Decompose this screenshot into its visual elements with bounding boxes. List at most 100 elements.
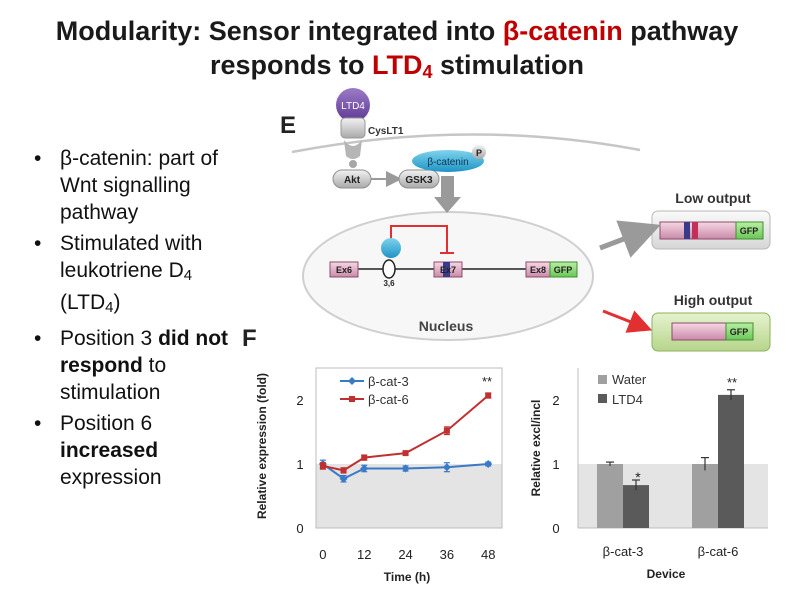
line-x-label: Time (h) <box>384 570 430 584</box>
line-significance: ** <box>482 374 492 389</box>
bullet-subscript: 4 <box>183 267 193 284</box>
receptor-label: CysLT1 <box>368 126 404 137</box>
title-highlight: β-catenin <box>502 16 623 46</box>
bar-category-label: β-cat-3 <box>603 544 644 559</box>
gsk3-node <box>398 169 440 189</box>
cell-membrane <box>291 133 641 154</box>
line-point-series2 <box>319 462 326 469</box>
low-output-label: Low output <box>675 190 751 206</box>
site-label: 3,6 <box>383 279 395 288</box>
receptor-tip <box>349 160 357 168</box>
legend-label-series2: β-cat-6 <box>368 392 409 407</box>
baseline-band <box>316 464 502 528</box>
bar-x-label: Device <box>647 567 686 581</box>
beta-catenin-node <box>412 150 484 172</box>
bullet-bold: did not respond <box>60 327 229 377</box>
line-series-1 <box>322 463 489 480</box>
line-point-series2 <box>402 450 409 457</box>
bar-bars: β-cat-3 β-cat-6 <box>597 389 744 559</box>
exon7-label: Ex7 <box>440 265 456 275</box>
high-gfp-box <box>725 322 754 341</box>
line-plot-frame <box>315 367 503 529</box>
low-exon-marker-2 <box>692 222 698 239</box>
phospho-label: P <box>476 148 482 158</box>
title-text: responds to <box>209 50 372 80</box>
bullet-bold: increased <box>60 439 159 462</box>
bullet-list: β-catenin: part of Wnt signalling pathwa… <box>30 145 250 495</box>
low-gfp-label: GFP <box>740 226 759 236</box>
low-exon-marker <box>684 222 690 239</box>
beta-catenin-label: β-catenin <box>427 157 468 168</box>
exon6-label: Ex6 <box>336 265 352 275</box>
panel-f-letter: F <box>242 325 257 352</box>
legend-marker-series2 <box>349 396 355 402</box>
high-output-arrow <box>602 309 653 333</box>
regulation-line <box>390 225 448 253</box>
receptor-tail <box>344 140 362 159</box>
bar-y-tick-label: 0 <box>552 521 559 536</box>
low-gfp-box <box>735 221 764 240</box>
title-text: Modularity: Sensor integrated into <box>55 16 503 46</box>
bar-category-label: β-cat-6 <box>698 544 739 559</box>
akt-label: Akt <box>344 175 361 186</box>
line-series-2 <box>322 394 489 472</box>
title-text: stimulation <box>432 50 585 80</box>
line-point-series1 <box>339 474 348 483</box>
gfp-box <box>549 261 578 278</box>
legend-label-series1: β-cat-3 <box>368 374 409 389</box>
line-point-series1 <box>401 464 410 473</box>
bullet-text: ) <box>113 291 121 314</box>
exon8-label: Ex8 <box>530 265 546 275</box>
bullet-text: (LTD <box>60 291 106 314</box>
legend-swatch-water <box>598 375 607 384</box>
title-text: pathway <box>622 16 739 46</box>
exon6-box <box>329 261 359 278</box>
line-chart: Relative expression (fold) Time (h) 012 … <box>255 367 503 584</box>
bar-ltd4 <box>718 394 744 528</box>
title-line-2: responds to LTD4 stimulation <box>0 48 794 89</box>
aptamer-site <box>382 259 396 279</box>
gfp-label: GFP <box>554 265 573 275</box>
title-subscript: 4 <box>422 62 433 82</box>
title-ltd: LTD <box>372 50 423 80</box>
line-x-tick-label: 12 <box>357 547 371 562</box>
legend-label-ltd4: LTD4 <box>612 392 643 407</box>
bar-legend: Water LTD4 <box>598 372 647 407</box>
line-y-tick-label: 1 <box>296 457 303 472</box>
line-point-series1 <box>360 464 369 473</box>
line-y-ticks: 0 1 2 <box>296 393 303 536</box>
bullet-item: Stimulated with leukotriene D4 (LTD4) <box>30 230 250 321</box>
line-point-series2 <box>485 392 492 399</box>
line-point-series2 <box>443 427 450 434</box>
line-x-tick-label: 24 <box>398 547 412 562</box>
line-x-tick-label: 48 <box>481 547 495 562</box>
line-point-series1 <box>442 463 451 472</box>
bullet-item: β-catenin: part of Wnt signalling pathwa… <box>30 145 250 226</box>
ltd4-ligand-icon <box>336 88 370 122</box>
line-x-tick-label: 0 <box>319 547 326 562</box>
receptor-icon: LTD4 <box>336 88 370 168</box>
low-output-arrow <box>599 220 661 258</box>
bullet-text: expression <box>60 466 162 489</box>
bullet-subscript: 4 <box>105 299 114 316</box>
legend-marker-series1 <box>348 377 356 385</box>
line-point-series2 <box>340 467 347 474</box>
import-arrow-shaft <box>441 176 454 198</box>
legend-label-water: Water <box>612 372 647 387</box>
bullet-item: Position 3 did not respond to stimulatio… <box>30 325 250 406</box>
line-point-series1 <box>484 460 493 468</box>
import-arrow-head <box>434 197 461 213</box>
line-series <box>318 392 493 483</box>
exon7-marker <box>443 262 450 277</box>
line-y-tick-label: 0 <box>296 521 303 536</box>
slide-title: Modularity: Sensor integrated into β-cat… <box>0 14 794 89</box>
line-y-tick-label: 2 <box>296 393 303 408</box>
ltd4-label: LTD4 <box>341 101 365 112</box>
bar-water <box>692 464 718 528</box>
bar-significance-left: * <box>635 469 641 485</box>
bullet-text: to stimulation <box>60 354 167 404</box>
bullet-text: Position 6 <box>60 412 153 435</box>
gsk3-label: GSK3 <box>405 175 433 186</box>
sensor-protein-icon <box>381 238 401 258</box>
